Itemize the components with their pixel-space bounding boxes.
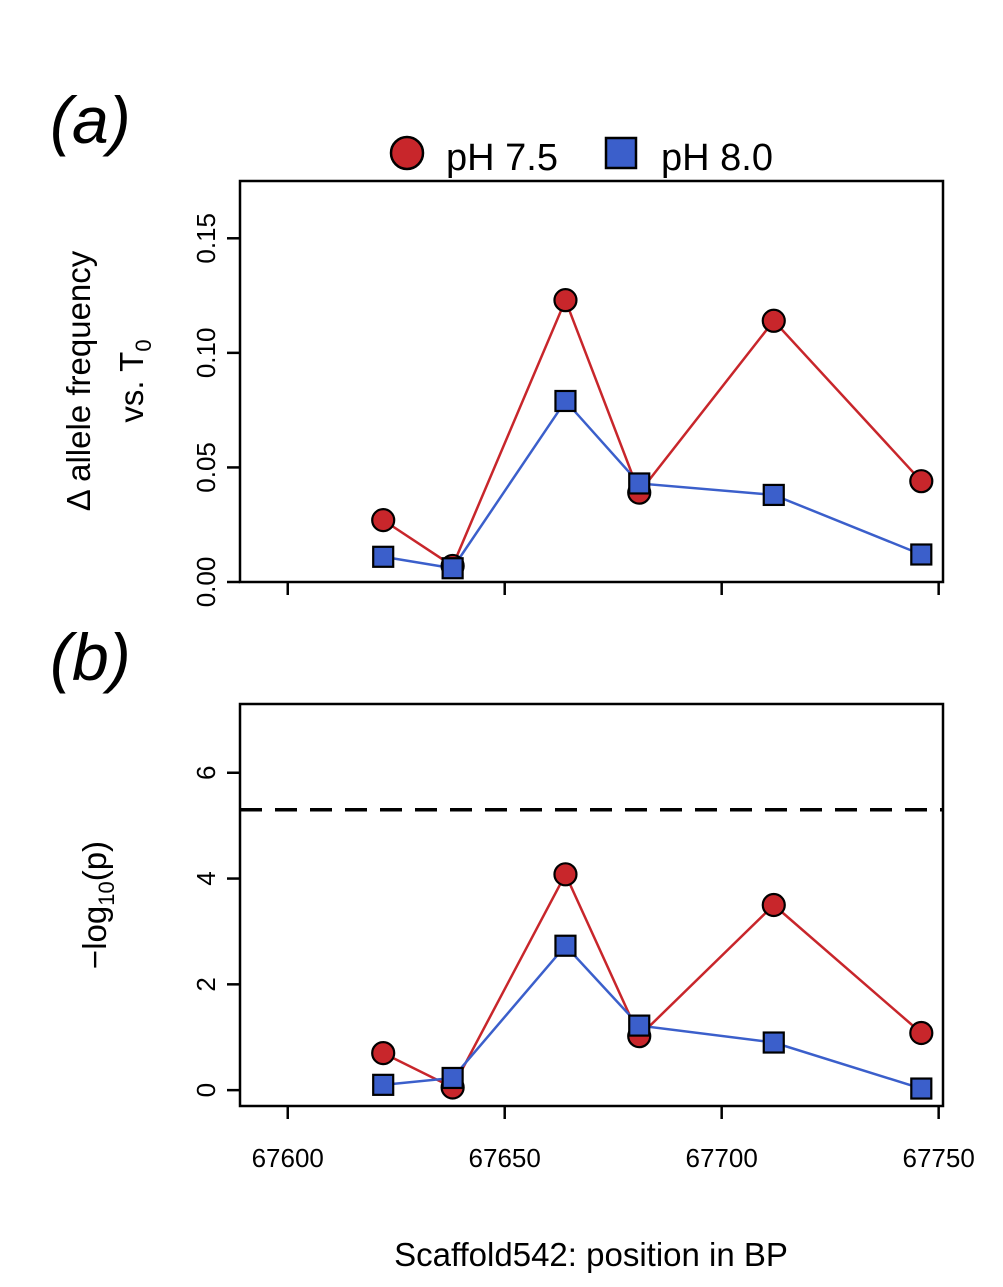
x-axis-title: Scaffold542: position in BP — [394, 1236, 788, 1273]
panel-a-point-ph75 — [909, 469, 934, 494]
panel-b-point-ph80 — [762, 1031, 785, 1054]
panel-a-point-ph75 — [553, 288, 578, 313]
panel-b-x-tick-label: 67600 — [252, 1143, 324, 1173]
panel-a-point-ph75 — [761, 308, 786, 333]
panel-a-ylabel-line2: vs. T0 — [113, 339, 156, 422]
panel-b-plot-area: 67600 67650 67700 67750 0 2 4 6 — [191, 702, 975, 1173]
panel-b-point-ph80 — [910, 1077, 933, 1100]
panel-a: (a) pH 7.5 pH 8.0 Δ allele frequency vs.… — [50, 83, 945, 608]
legend-label-ph75: pH 7.5 — [446, 137, 558, 179]
panel-a-label: (a) — [50, 83, 131, 157]
legend-marker-ph75 — [389, 135, 425, 171]
panel-b-y-tick-label: 0 — [191, 1083, 221, 1097]
panel-a-ylabel-line1: Δ allele frequency — [60, 250, 97, 511]
panel-a-plot-area: 0.00 0.05 0.10 0.15 — [191, 179, 945, 608]
panel-b-point-ph75 — [371, 1041, 396, 1066]
panel-a-point-ph80 — [372, 545, 395, 568]
panel-b-point-ph80 — [372, 1073, 395, 1096]
panel-a-series-line-ph75 — [382, 296, 923, 568]
panel-a-frame — [238, 179, 945, 584]
panel-b-y-tick-label: 4 — [191, 871, 221, 885]
panel-b-point-ph75 — [553, 862, 578, 887]
panel-b-frame — [238, 702, 945, 1108]
panel-a-y-tick-label: 0.15 — [191, 213, 221, 264]
panel-a-y-tick-label: 0.00 — [191, 557, 221, 608]
panel-b-y-tick-label: 2 — [191, 977, 221, 991]
panel-b-point-ph75 — [761, 892, 786, 918]
panel-b-point-ph80 — [441, 1066, 464, 1090]
panel-b-x-tick-label: 67650 — [469, 1143, 541, 1173]
panel-b-label: (b) — [50, 620, 131, 694]
panel-b-x-tick-label: 67700 — [686, 1143, 758, 1173]
panel-a-point-ph80 — [762, 483, 785, 507]
panel-a-point-ph80 — [910, 543, 933, 566]
legend-marker-ph80 — [604, 136, 638, 170]
panel-a-point-ph80 — [554, 389, 577, 413]
panel-b-point-ph80 — [628, 1014, 651, 1037]
panel-b-x-tick-label: 67750 — [903, 1143, 975, 1173]
panel-b-point-ph75 — [909, 1020, 934, 1046]
panel-a-y-tick-label: 0.10 — [191, 328, 221, 379]
legend: pH 7.5 pH 8.0 — [389, 135, 773, 179]
panel-a-y-tick-label: 0.05 — [191, 442, 221, 493]
panel-b-ylabel: −log10(p) — [76, 841, 119, 969]
panel-a-point-ph75 — [371, 508, 396, 533]
panel-a-point-ph80 — [441, 557, 464, 580]
panel-b-y-tick-label: 6 — [191, 766, 221, 780]
panel-b-series-line-ph80 — [383, 943, 922, 1090]
panel-b-series-line-ph75 — [382, 871, 923, 1090]
legend-label-ph80: pH 8.0 — [661, 137, 773, 179]
panel-b-point-ph80 — [554, 934, 577, 957]
panel-b: (b) −log10(p) 67600 67650 67700 67750 0 2 4 6 S… — [50, 620, 975, 1273]
panel-a-point-ph80 — [628, 472, 651, 495]
panel-a-series-line-ph80 — [383, 398, 922, 570]
